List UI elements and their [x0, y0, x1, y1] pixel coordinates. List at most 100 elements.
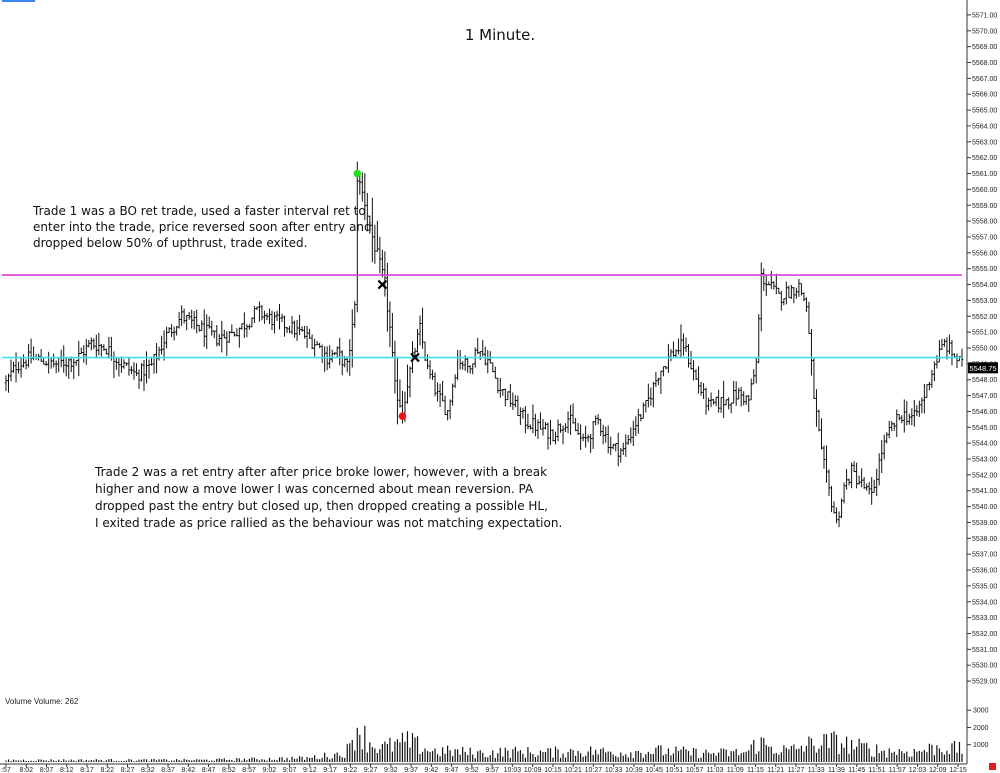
ohlc-bar [692, 360, 695, 381]
ohlc-bar [79, 347, 83, 354]
ohlc-bar [478, 351, 482, 360]
ohlc-bar [212, 330, 216, 339]
ohlc-bar [754, 357, 758, 384]
ohlc-bar [105, 348, 108, 355]
ohlc-bar [19, 357, 23, 378]
ohlc-bar [443, 395, 447, 416]
ohlc-bar [501, 388, 505, 396]
time-tick-label: 9:02 [263, 767, 277, 773]
ohlc-bar [345, 356, 349, 373]
price-tick-label: 5538.00 [972, 536, 997, 543]
ohlc-bar [200, 320, 204, 331]
ohlc-bar [278, 304, 281, 330]
ohlc-bar [268, 308, 271, 325]
ohlc-bar [694, 369, 698, 380]
time-tick-label: 10:39 [625, 767, 643, 773]
ohlc-bar [865, 483, 868, 491]
ohlc-bar [451, 383, 454, 406]
price-tick-label: 5556.00 [972, 250, 997, 257]
time-tick-label: 11:51 [868, 767, 885, 773]
ohlc-bar [509, 383, 512, 407]
price-tick-label: 5536.00 [972, 568, 997, 575]
ohlc-bar [767, 281, 771, 286]
ohlc-bar [378, 236, 382, 274]
trade-x-stroke [410, 352, 420, 363]
ohlc-bar [67, 358, 71, 379]
ohlc-bar [493, 366, 497, 379]
ohlc-bar [180, 305, 183, 326]
ohlc-bar [534, 413, 537, 437]
ohlc-bar [215, 324, 219, 347]
status-indicator[interactable] [989, 763, 996, 770]
ohlc-bar [862, 477, 866, 489]
ohlc-bar [255, 306, 259, 311]
time-tick-label: 11:27 [787, 767, 804, 773]
ohlc-bar [235, 328, 239, 337]
ohlc-bar [87, 339, 91, 348]
trade2-line: higher and now a move lower I was concer… [95, 482, 534, 496]
ohlc-bar [948, 334, 951, 355]
time-tick-label: 9:07 [283, 767, 297, 773]
ohlc-bar [855, 462, 858, 489]
ohlc-bar [938, 340, 941, 363]
ohlc-bar [514, 395, 517, 408]
ohlc-bar [210, 320, 214, 336]
price-tick-label: 5530.00 [972, 663, 997, 670]
ohlc-bar [805, 297, 808, 313]
ohlc-bar [657, 377, 660, 386]
ohlc-bar [177, 312, 181, 329]
ohlc-bar [290, 316, 294, 335]
ohlc-bar [64, 357, 68, 377]
trade-dot-marker [398, 412, 407, 421]
ohlc-bar [737, 387, 740, 400]
ohlc-bar [112, 351, 116, 379]
ohlc-bar [22, 354, 25, 368]
ohlc-bar [62, 345, 66, 373]
ohlc-bar [516, 395, 520, 417]
price-tick-label: 5564.00 [972, 123, 997, 130]
ohlc-bar [205, 314, 209, 349]
price-tick-label: 5560.00 [972, 187, 997, 194]
price-tick-label: 5543.00 [972, 457, 997, 464]
time-tick-label: 10:33 [605, 767, 623, 773]
ohlc-bar [258, 301, 261, 322]
ohlc-bar [333, 351, 337, 356]
ohlc-bar [589, 433, 592, 453]
ohlc-bar [852, 461, 856, 473]
ohlc-bar [408, 366, 412, 398]
ohlc-bar [44, 360, 48, 367]
ohlc-bar [115, 357, 118, 370]
time-tick-label: 8:57 [242, 767, 256, 773]
chart-tab-indicator[interactable] [2, 0, 35, 2]
ohlc-bar [386, 262, 389, 332]
ohlc-bar [724, 399, 728, 406]
ohlc-bar [654, 372, 658, 387]
ohlc-bar [511, 392, 515, 410]
ohlc-bar [639, 414, 643, 422]
ohlc-bar [217, 334, 221, 346]
ohlc-bar [860, 468, 863, 488]
ohlc-bar [165, 326, 168, 349]
ohlc-bar [406, 364, 409, 404]
time-tick-label: 9:52 [465, 767, 479, 773]
price-tick-label: 5540.00 [972, 504, 997, 511]
time-tick-label: 12:03 [909, 767, 927, 773]
price-tick-label: 5562.00 [972, 155, 997, 162]
ohlc-bar [521, 407, 525, 419]
price-tick-label: 5571.00 [972, 12, 997, 19]
ohlc-bar [147, 359, 151, 379]
ohlc-bar [275, 310, 279, 321]
ohlc-bar [908, 413, 911, 425]
price-tick-label: 5532.00 [972, 631, 997, 638]
price-tick-label: 5546.00 [972, 409, 997, 416]
ohlc-bar [233, 331, 236, 337]
time-tick-label: 10:15 [544, 767, 562, 773]
ohlc-bar [945, 337, 949, 360]
trade1-line: dropped below 50% of upthrust, trade exi… [33, 236, 308, 250]
ohlc-bar [775, 273, 778, 295]
ohlc-bar [97, 332, 101, 356]
trade1-annotation: Trade 1 was a BO ret trade, used a faste… [33, 203, 372, 251]
ohlc-bar [551, 429, 555, 442]
trade2-annotation: Trade 2 was a ret entry after after pric… [95, 464, 562, 532]
